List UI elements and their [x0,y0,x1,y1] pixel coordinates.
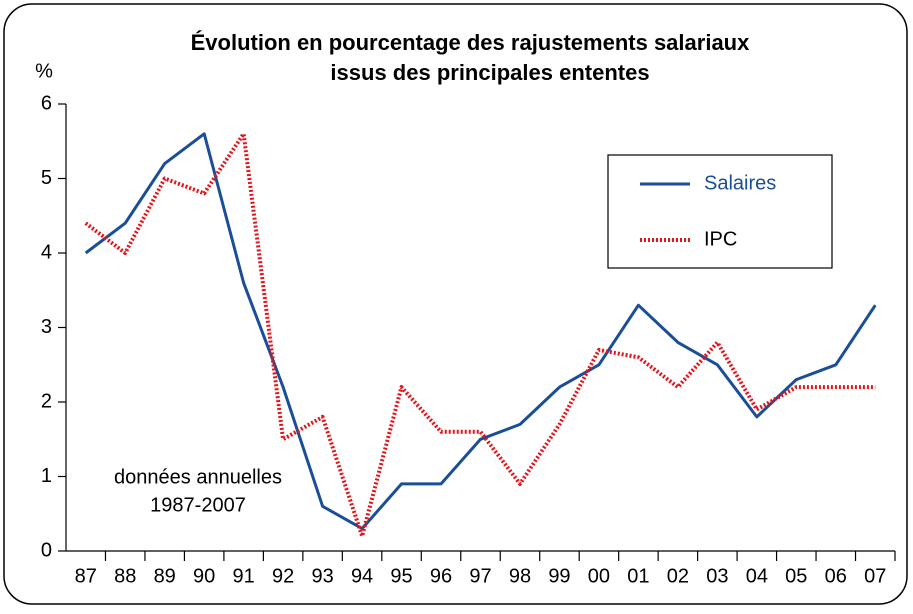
y-tick-label: 3 [41,316,52,338]
y-tick-label: 6 [41,92,52,114]
y-tick-label: 1 [41,465,52,487]
chart-title: issus des principales ententes [330,60,649,85]
x-tick-label: 00 [588,565,610,587]
y-tick-label: 4 [41,241,52,263]
y-tick-label: 5 [41,167,52,189]
y-tick-label: 2 [41,390,52,412]
legend-label: Salaires [704,172,776,194]
x-tick-label: 05 [785,565,807,587]
x-tick-label: 02 [667,565,689,587]
x-tick-label: 89 [154,565,176,587]
x-tick-label: 99 [548,565,570,587]
x-tick-label: 06 [825,565,847,587]
x-tick-label: 92 [272,565,294,587]
x-tick-label: 04 [746,565,768,587]
y-tick-label: 0 [41,539,52,561]
x-tick-label: 91 [233,565,255,587]
annotation: 1987-2007 [150,494,246,516]
chart-title: Évolution en pourcentage des rajustement… [191,30,750,55]
annotation: données annuelles [114,466,282,488]
legend [607,154,833,269]
x-tick-label: 98 [509,565,531,587]
x-tick-label: 94 [351,565,373,587]
x-tick-label: 87 [75,565,97,587]
frame [3,3,908,605]
x-tick-label: 93 [311,565,333,587]
x-tick-label: 90 [193,565,215,587]
x-tick-label: 95 [390,565,412,587]
series-line [84,132,877,531]
x-tick-label: 97 [469,565,491,587]
x-tick-label: 07 [864,565,886,587]
legend-label: IPC [704,228,737,250]
x-tick-label: 96 [430,565,452,587]
y-axis-label: % [35,60,53,82]
x-tick-label: 03 [706,565,728,587]
x-tick-label: 01 [627,565,649,587]
x-tick-label: 88 [114,565,136,587]
